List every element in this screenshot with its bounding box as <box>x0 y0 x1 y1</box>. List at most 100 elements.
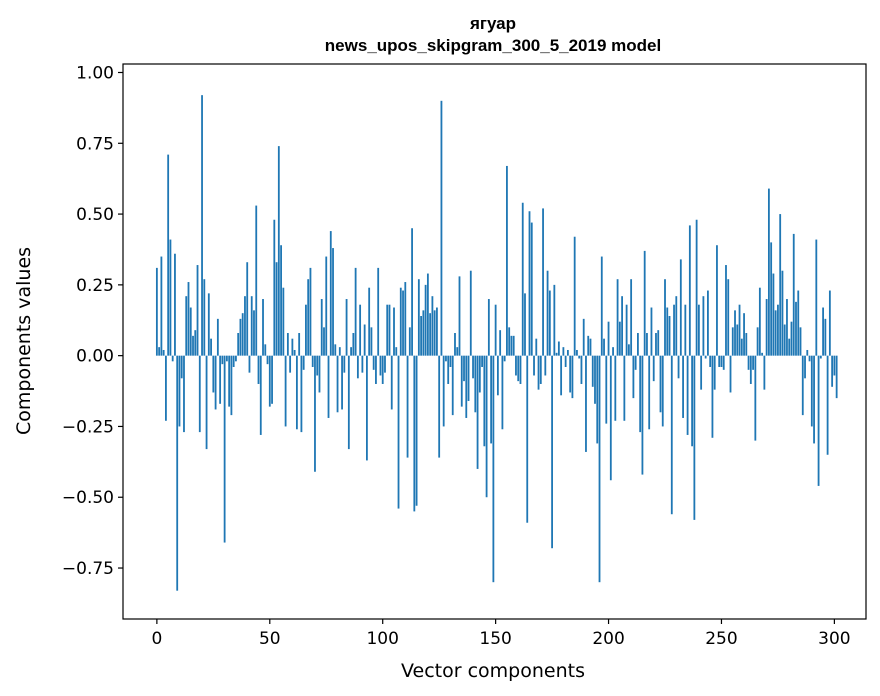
bar <box>368 287 371 356</box>
bar <box>440 100 443 356</box>
bar <box>327 355 330 418</box>
bar <box>539 355 542 384</box>
bar <box>397 355 400 509</box>
bar <box>424 284 427 356</box>
bar <box>519 355 522 384</box>
bar <box>447 355 450 384</box>
bar <box>808 355 811 362</box>
bar <box>384 355 386 373</box>
bar <box>675 296 678 356</box>
bar <box>352 333 355 356</box>
bar <box>711 355 714 438</box>
bar <box>481 355 483 367</box>
bar <box>268 355 271 407</box>
bar <box>637 333 639 356</box>
bar <box>433 310 436 356</box>
bar <box>316 355 319 376</box>
bar <box>767 188 770 356</box>
bar <box>754 355 757 441</box>
x-axis-label: Vector components <box>401 660 585 682</box>
bar <box>415 355 418 506</box>
bar <box>555 352 558 356</box>
y-tick-label: 1.00 <box>76 63 114 83</box>
bar <box>305 304 307 356</box>
bar <box>684 304 687 356</box>
bar <box>770 242 773 356</box>
bar <box>571 355 574 399</box>
bar <box>603 338 605 356</box>
bar <box>625 304 628 356</box>
bar <box>223 355 226 543</box>
bar <box>253 310 255 356</box>
bar <box>386 304 389 356</box>
bar <box>648 355 651 430</box>
bar <box>777 304 779 356</box>
bar <box>707 290 709 356</box>
bar <box>485 355 488 498</box>
bar <box>207 293 210 356</box>
bar <box>271 355 273 404</box>
bar <box>237 333 240 356</box>
bar <box>526 355 529 523</box>
bar <box>463 355 465 382</box>
bar <box>203 279 206 356</box>
bar <box>576 349 578 356</box>
bar <box>666 307 669 356</box>
bar <box>639 355 642 433</box>
bar <box>722 355 725 370</box>
bar <box>621 296 623 356</box>
bar <box>634 355 637 370</box>
bar <box>569 355 572 393</box>
bar <box>366 355 368 461</box>
bar <box>530 222 533 356</box>
bar <box>725 265 727 356</box>
bar <box>517 355 520 382</box>
bar <box>438 355 441 458</box>
bar <box>508 327 511 356</box>
bar <box>643 250 646 356</box>
bar <box>341 355 343 410</box>
bar <box>598 355 601 583</box>
bar <box>332 248 334 356</box>
bar <box>293 349 296 356</box>
bar <box>546 270 549 356</box>
bar <box>404 282 407 356</box>
bar <box>370 327 373 356</box>
bar <box>345 299 348 356</box>
bar <box>496 355 499 396</box>
bar <box>167 154 170 356</box>
x-tick-label: 150 <box>479 629 511 649</box>
bar <box>467 355 470 401</box>
bar <box>221 355 224 365</box>
bar <box>501 355 504 430</box>
bar <box>465 355 468 418</box>
bar <box>280 245 282 356</box>
bar <box>356 355 359 379</box>
bar <box>587 335 590 356</box>
bar <box>469 270 472 356</box>
bar <box>436 307 438 356</box>
bar <box>562 347 565 356</box>
bar <box>801 355 804 416</box>
bar <box>408 327 411 356</box>
bar <box>183 355 185 433</box>
bar <box>160 256 163 356</box>
bar <box>295 355 298 430</box>
bar <box>343 355 346 373</box>
bar <box>632 355 635 399</box>
bar <box>752 355 754 370</box>
bar <box>320 299 323 356</box>
bar <box>718 355 721 367</box>
bar <box>609 355 612 481</box>
bar <box>282 287 285 356</box>
bar <box>605 355 608 424</box>
bar <box>390 355 393 410</box>
bar <box>664 279 666 356</box>
bar <box>155 267 158 356</box>
bar <box>822 307 824 356</box>
bar <box>255 205 258 356</box>
bar <box>580 355 583 384</box>
bar <box>329 231 332 356</box>
bar <box>716 245 718 356</box>
